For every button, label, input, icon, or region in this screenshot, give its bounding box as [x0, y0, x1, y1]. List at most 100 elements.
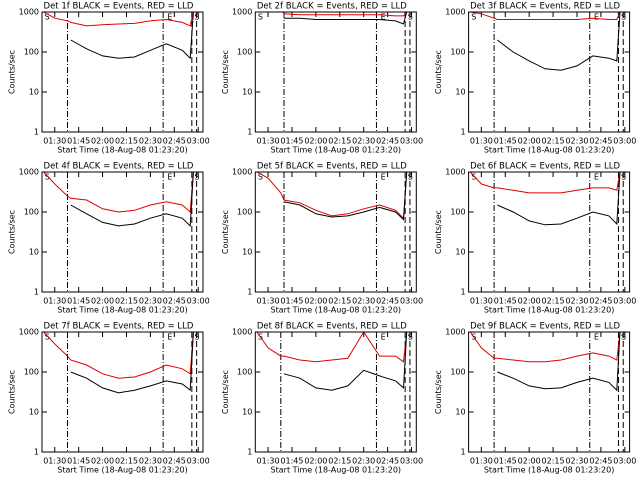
y-tick-label: 1000	[19, 168, 39, 177]
event-marker: S	[471, 173, 476, 182]
x-tick-label: 02:30	[139, 297, 162, 306]
panel: Det 9f BLACK = Events, RED = LLD Counts/s…	[434, 322, 636, 475]
chart-title: Det 5f BLACK = Events, RED = LLD	[257, 162, 407, 172]
event-marker: E	[594, 333, 599, 342]
y-tick-label: 1000	[19, 8, 39, 17]
event-marker: S	[621, 173, 626, 182]
x-tick-label: 01:30	[43, 457, 66, 466]
plot-frame	[254, 171, 417, 293]
data-line	[470, 12, 621, 20]
event-marker: S	[408, 173, 413, 182]
event-marker: E	[167, 173, 172, 182]
x-tick-label: 01:30	[43, 297, 66, 306]
y-tick-label: 1	[461, 288, 466, 297]
x-tick-label: 02:15	[542, 297, 565, 306]
y-tick-label: 100	[450, 208, 465, 217]
x-tick-label: 02:30	[139, 457, 162, 466]
x-tick-label: 01:45	[280, 457, 303, 466]
y-tick-label: 10	[242, 88, 252, 97]
event-marker: E	[594, 13, 599, 22]
plot-frame	[41, 331, 204, 453]
y-tick-label: 10	[455, 408, 465, 417]
plot-frame	[41, 171, 204, 293]
y-tick-label: 10	[242, 408, 252, 417]
x-tick-label: 03:00	[613, 297, 636, 306]
x-tick-label: 02:30	[352, 457, 375, 466]
data-line	[282, 12, 408, 17]
x-tick-label: 01:45	[494, 297, 517, 306]
x-tick-label: 01:30	[257, 297, 280, 306]
x-tick-label: 02:15	[115, 457, 138, 466]
chart-title: Det 3f BLACK = Events, RED = LLD	[470, 2, 620, 12]
chart-title: Det 9f BLACK = Events, RED = LLD	[470, 322, 620, 332]
plot-frame	[468, 331, 631, 453]
event-marker: S	[45, 333, 50, 342]
x-tick-label: 02:00	[304, 137, 327, 146]
x-axis-label: Start Time (18-Aug-08 01:23:20)	[484, 466, 615, 475]
y-tick-label: 100	[237, 208, 252, 217]
y-tick-label: 100	[450, 48, 465, 57]
y-tick-label: 100	[24, 48, 39, 57]
y-tick-label: 1	[247, 288, 252, 297]
x-tick-label: 02:00	[91, 457, 114, 466]
event-marker: S	[258, 173, 263, 182]
x-tick-label: 03:00	[187, 297, 210, 306]
data-line	[43, 332, 194, 379]
x-tick-label: 02:45	[163, 457, 186, 466]
x-tick-label: 03:00	[400, 297, 423, 306]
x-tick-label: 02:30	[139, 137, 162, 146]
x-tick-label: 01:30	[257, 137, 280, 146]
chart-title: Det 4f BLACK = Events, RED = LLD	[44, 162, 194, 172]
y-tick-label: 10	[455, 248, 465, 257]
data-line	[284, 12, 408, 25]
x-tick-label: 02:45	[376, 137, 399, 146]
panel: Det 5f BLACK = Events, RED = LLD Counts/s…	[221, 162, 423, 315]
x-tick-label: 02:30	[565, 457, 588, 466]
x-axis-label: Start Time (18-Aug-08 01:23:20)	[484, 146, 615, 155]
x-tick-label: 02:45	[376, 457, 399, 466]
chart-title: Det 6f BLACK = Events, RED = LLD	[470, 162, 620, 172]
data-line	[469, 332, 621, 363]
y-tick-label: 1000	[232, 328, 252, 337]
x-tick-label: 02:15	[542, 137, 565, 146]
plot-frame	[254, 11, 417, 133]
x-tick-label: 01:45	[494, 137, 517, 146]
panel: Det 4f BLACK = Events, RED = LLD Counts/s…	[8, 162, 210, 315]
event-marker: S	[194, 333, 199, 342]
x-tick-label: 02:15	[328, 297, 351, 306]
event-marker: S	[408, 333, 413, 342]
x-tick-label: 02:15	[542, 457, 565, 466]
x-tick-label: 02:00	[518, 457, 541, 466]
chart-title: Det 8f BLACK = Events, RED = LLD	[257, 322, 407, 332]
y-axis-label: Counts/sec	[221, 370, 230, 414]
event-marker: S	[471, 13, 476, 22]
y-tick-label: 1	[34, 448, 39, 457]
x-tick-label: 01:30	[470, 137, 493, 146]
event-marker: E	[594, 173, 599, 182]
event-marker: S	[194, 173, 199, 182]
y-tick-label: 1	[247, 128, 252, 137]
y-tick-label: 10	[29, 88, 39, 97]
data-line	[283, 172, 408, 221]
data-line	[70, 332, 194, 394]
x-tick-label: 01:45	[280, 297, 303, 306]
event-marker: S	[621, 13, 626, 22]
y-tick-label: 1	[247, 448, 252, 457]
y-axis-label: Counts/sec	[221, 50, 230, 94]
y-tick-label: 100	[237, 368, 252, 377]
y-axis-label: Counts/sec	[434, 370, 443, 414]
y-tick-label: 10	[29, 248, 39, 257]
plot-frame	[254, 331, 417, 453]
x-tick-label: 01:45	[494, 457, 517, 466]
y-axis-label: Counts/sec	[8, 210, 17, 254]
x-tick-label: 03:00	[613, 457, 636, 466]
x-tick-label: 02:15	[328, 137, 351, 146]
x-tick-label: 02:00	[91, 297, 114, 306]
y-tick-label: 1000	[445, 8, 465, 17]
x-tick-label: 02:30	[565, 137, 588, 146]
x-axis-label: Start Time (18-Aug-08 01:23:20)	[57, 146, 188, 155]
y-tick-label: 1	[461, 128, 466, 137]
x-tick-label: 03:00	[187, 457, 210, 466]
event-marker: E	[381, 13, 386, 22]
y-tick-label: 10	[242, 248, 252, 257]
